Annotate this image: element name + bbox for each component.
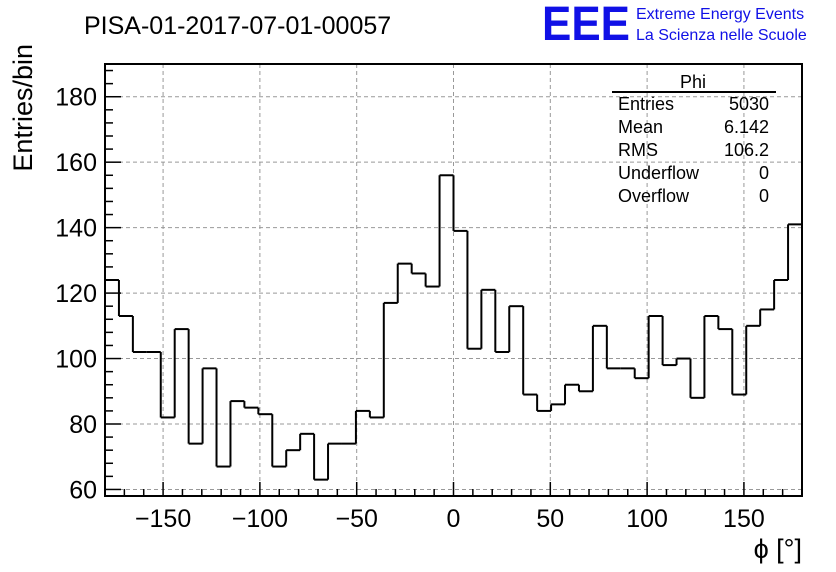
- logo-line-2: La Scienza nelle Scuole: [636, 27, 807, 44]
- x-tick-label: −150: [135, 505, 191, 533]
- y-tick-label: 180: [55, 84, 97, 112]
- chart-title: PISA-01-2017-07-01-00057: [84, 12, 391, 40]
- x-axis-tick-labels: −150 −100 −50 0 50 100 150: [135, 505, 765, 533]
- x-tick-label: −100: [232, 505, 288, 533]
- stats-value: 5030: [729, 94, 769, 114]
- y-axis-tick-labels: 60 80 100 120 140 160 180: [55, 84, 97, 505]
- stats-box: Phi Entries 5030 Mean 6.142 RMS 106.2 Underflo…: [612, 72, 776, 206]
- stats-label: Overflow: [618, 186, 690, 206]
- stats-value: 6.142: [724, 117, 769, 137]
- stats-rows: Entries 5030 Mean 6.142 RMS 106.2 Underflow 0 Ov…: [618, 94, 769, 206]
- stats-value: 0: [759, 186, 769, 206]
- x-tick-label: 50: [536, 505, 564, 533]
- x-tick-label: 100: [626, 505, 668, 533]
- x-tick-label: −50: [335, 505, 377, 533]
- stats-label: Mean: [618, 117, 663, 137]
- stats-label: Underflow: [618, 163, 700, 183]
- stats-value: 0: [759, 163, 769, 183]
- y-tick-label: 80: [69, 411, 97, 439]
- y-tick-label: 100: [55, 346, 97, 374]
- x-tick-label: 0: [447, 505, 461, 533]
- y-tick-label: 140: [55, 215, 97, 243]
- grid-lines: [105, 64, 802, 496]
- x-axis-title: ϕ [°]: [754, 534, 802, 564]
- stats-value: 106.2: [724, 140, 769, 160]
- y-axis-title: Entries/bin: [8, 44, 38, 172]
- stats-label: RMS: [618, 140, 658, 160]
- x-tick-label: 150: [723, 505, 765, 533]
- histogram-series: [105, 174, 802, 481]
- y-tick-label: 60: [69, 476, 97, 504]
- y-tick-label: 120: [55, 280, 97, 308]
- y-tick-label: 160: [55, 149, 97, 177]
- logo-line-1: Extreme Energy Events: [636, 6, 804, 23]
- eee-logo: EEE: [542, 0, 630, 51]
- stats-box-title: Phi: [680, 72, 706, 92]
- stats-label: Entries: [618, 94, 674, 114]
- y-axis-ticks: [105, 69, 121, 491]
- x-axis-ticks: [123, 482, 784, 496]
